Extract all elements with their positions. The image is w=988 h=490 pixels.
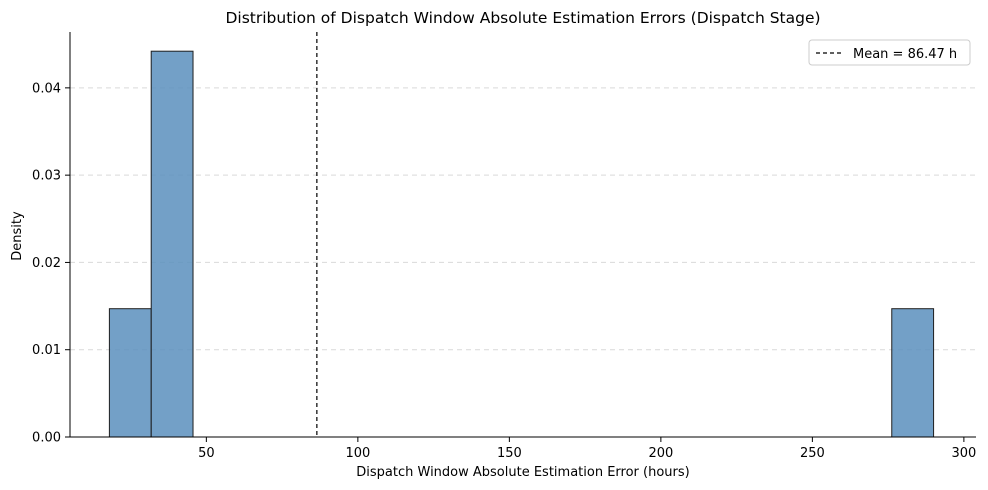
y-tick-label: 0.04: [32, 81, 61, 96]
y-tick-label: 0.03: [32, 169, 61, 184]
y-tick-label: 0.01: [32, 343, 61, 358]
legend-box: [808, 39, 971, 66]
histogram-bar: [891, 308, 935, 438]
x-tick-label: 100: [345, 446, 370, 461]
x-tick-label: 50: [198, 446, 215, 461]
x-ticks: 50 100 150 200 250 300: [198, 437, 976, 461]
x-axis-label: Dispatch Window Absolute Estimation Erro…: [356, 465, 689, 480]
x-tick-label: 300: [951, 446, 976, 461]
chart-title: Distribution of Dispatch Window Absolute…: [225, 9, 820, 27]
y-gridlines: [70, 87, 976, 351]
histogram-bar: [150, 50, 194, 438]
legend-mean-label: Mean = 86.47 h: [853, 47, 957, 62]
x-tick-label: 250: [800, 446, 825, 461]
legend: Mean = 86.47 h: [808, 39, 971, 66]
y-tick-label: 0.02: [32, 256, 61, 271]
y-tick-label: 0.00: [32, 431, 61, 446]
histogram-bars: [108, 50, 935, 438]
y-ticks: 0.00 0.01 0.02 0.03 0.04: [32, 81, 70, 446]
histogram-bar: [108, 308, 152, 438]
x-tick-label: 150: [497, 446, 522, 461]
x-tick-label: 200: [648, 446, 673, 461]
y-axis-label: Density: [10, 211, 25, 261]
